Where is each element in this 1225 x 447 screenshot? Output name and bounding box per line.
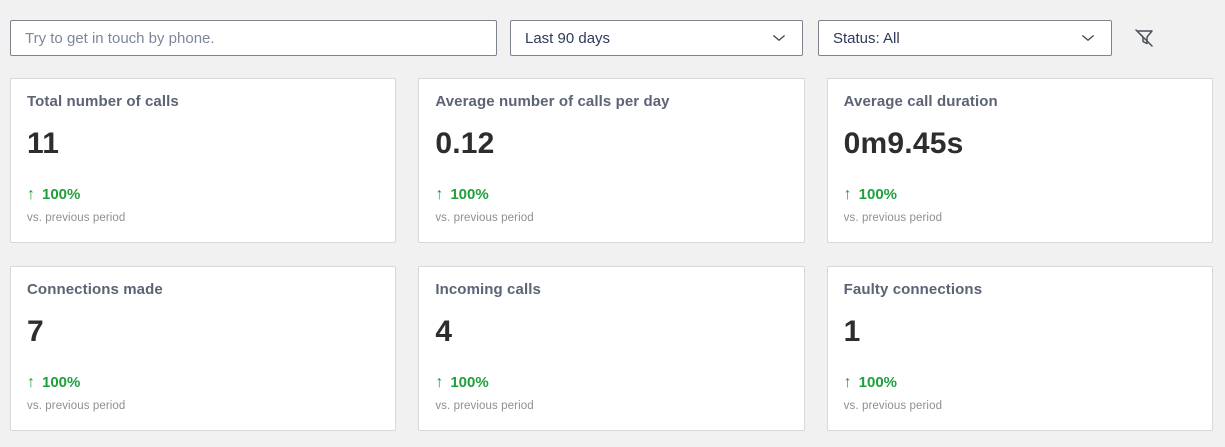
card-delta: ↑ 100% — [844, 374, 1196, 391]
stat-card-avg-call-duration: Average call duration 0m9.45s ↑ 100% vs.… — [826, 78, 1213, 243]
chevron-down-icon — [1082, 35, 1094, 41]
delta-percent: 100% — [42, 186, 81, 203]
card-title: Faulty connections — [843, 281, 983, 298]
card-delta: ↑ 100% — [27, 374, 379, 391]
card-value: 1 — [843, 315, 861, 348]
clear-filters-button[interactable] — [1129, 23, 1159, 53]
card-value: 11 — [27, 127, 60, 160]
up-arrow-icon: ↑ — [843, 185, 852, 203]
delta-percent: 100% — [42, 374, 81, 391]
date-range-value: Last 90 days — [525, 29, 611, 47]
stat-card-avg-calls-per-day: Average number of calls per day 0.12 ↑ 1… — [418, 78, 805, 243]
card-delta: ↑ 100% — [435, 374, 787, 391]
chevron-down-icon — [773, 35, 785, 41]
stat-cards-grid: Total number of calls 11 ↑ 100% vs. prev… — [10, 78, 1213, 431]
date-range-dropdown[interactable]: Last 90 days — [510, 20, 803, 56]
stat-card-faulty-connections: Faulty connections 1 ↑ 100% vs. previous… — [826, 266, 1213, 431]
card-delta: ↑ 100% — [844, 186, 1196, 203]
comparison-label: vs. previous period — [435, 212, 534, 224]
card-value: 0.12 — [435, 127, 495, 160]
stat-card-connections-made: Connections made 7 ↑ 100% vs. previous p… — [10, 266, 397, 431]
status-dropdown[interactable]: Status: All — [818, 20, 1112, 56]
card-value: 7 — [27, 315, 44, 348]
comparison-label: vs. previous period — [27, 212, 126, 224]
card-delta: ↑ 100% — [435, 186, 787, 203]
comparison-label: vs. previous period — [27, 400, 126, 412]
comparison-label: vs. previous period — [435, 400, 534, 412]
comparison-label: vs. previous period — [843, 212, 943, 224]
card-title: Connections made — [27, 281, 163, 298]
stat-card-total-calls: Total number of calls 11 ↑ 100% vs. prev… — [10, 78, 397, 243]
status-value: Status: All — [833, 29, 900, 47]
card-value: 0m9.45s — [843, 127, 964, 160]
stat-card-incoming-calls: Incoming calls 4 ↑ 100% vs. previous per… — [418, 266, 805, 431]
delta-percent: 100% — [858, 186, 898, 203]
up-arrow-icon: ↑ — [843, 373, 852, 391]
comparison-label: vs. previous period — [843, 400, 943, 412]
card-value: 4 — [435, 315, 453, 348]
card-title: Incoming calls — [435, 281, 541, 298]
up-arrow-icon: ↑ — [27, 185, 35, 203]
up-arrow-icon: ↑ — [435, 185, 444, 203]
card-title: Average call duration — [843, 93, 998, 110]
filter-off-icon — [1135, 29, 1153, 47]
card-delta: ↑ 100% — [27, 186, 379, 203]
filters-toolbar: Last 90 days Status: All — [10, 20, 1213, 56]
up-arrow-icon: ↑ — [435, 373, 444, 391]
search-input[interactable] — [10, 20, 497, 56]
delta-percent: 100% — [858, 374, 898, 391]
card-title: Average number of calls per day — [435, 93, 670, 110]
delta-percent: 100% — [450, 186, 489, 203]
card-title: Total number of calls — [27, 93, 179, 110]
up-arrow-icon: ↑ — [27, 373, 35, 391]
delta-percent: 100% — [450, 374, 489, 391]
